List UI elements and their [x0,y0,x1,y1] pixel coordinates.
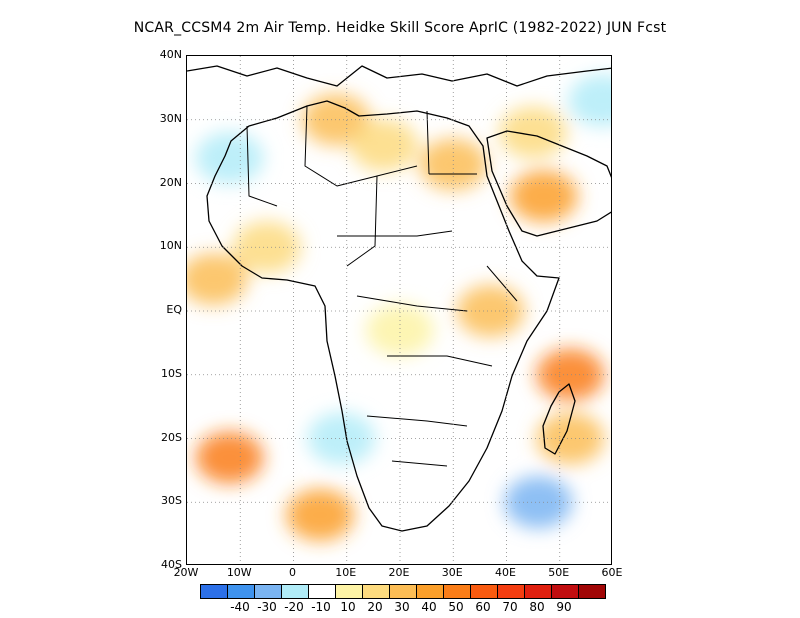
skill-region-11 [536,412,605,465]
latitude-label: 40N [159,48,182,61]
colorbar-label: -30 [257,600,277,614]
grid-layer [187,56,611,564]
colorbar-label: 80 [529,600,545,614]
colorbar-swatch [524,584,552,599]
longitude-label: 40E [495,566,516,579]
longitude-label: 0 [289,566,296,579]
skill-region-6 [232,221,301,274]
madagascar-coastline [542,383,576,455]
colorbar-swatch [362,584,390,599]
longitude-label: 10E [335,566,357,579]
longitude-label: 20W [173,566,199,579]
skill-region-4 [509,170,578,223]
colorbar-label: 70 [502,600,518,614]
colorbar-label: -20 [284,600,304,614]
latitude-label: 20S [161,430,182,444]
colorbar-swatch [497,584,525,599]
africa-coastline [206,100,560,532]
colorbar-swatch [551,584,579,599]
latitude-label: 40S [161,558,182,571]
map-frame [186,55,612,565]
colorbar-label: 20 [367,600,383,614]
latitude-label: 30S [161,494,182,508]
skill-region-9 [195,431,264,484]
latitude-label: 10S [161,366,182,380]
longitude-label: 60E [601,566,623,579]
skill-region-14 [307,412,376,465]
colorbar-label: 10 [340,600,356,614]
latitude-label: 20N [159,175,182,189]
skill-region-0 [302,93,371,146]
skill-region-3 [499,106,568,159]
latitude-label: 30N [159,111,182,125]
country-borders [246,105,518,467]
longitude-label: 50E [548,566,570,579]
colorbar-swatch [227,584,255,599]
latitude-label: EQ [166,303,182,316]
colorbar-label: 30 [394,600,410,614]
colorbar-swatch [308,584,336,599]
europe-coastline [187,65,611,87]
colorbar-label: -40 [230,600,250,614]
colorbar-swatch [416,584,444,599]
skill-region-15 [504,476,573,529]
colorbar-label: 90 [556,600,572,614]
colorbar-swatch [281,584,309,599]
colorbar-swatch [470,584,498,599]
colorbar-label: 40 [421,600,437,614]
arabia-coastline [486,130,611,237]
colorbar-swatch [443,584,471,599]
coastlines-layer [187,65,611,532]
colorbar-label: 60 [475,600,491,614]
skill-region-16 [568,74,611,127]
latitude-label: 10N [159,239,182,253]
skill-region-5 [187,253,248,306]
colorbar-swatch [254,584,282,599]
skill-region-10 [286,489,355,541]
plot-title: NCAR_CCSM4 2m Air Temp. Heidke Skill Sco… [133,20,667,36]
skill-score-map [187,56,611,564]
colorbar-swatch [578,584,606,599]
longitude-label: 30E [441,566,463,579]
colorbar-labels: -40 -30 -20 -10 10 20 30 40 50 60 70 80 90 [200,600,600,614]
skill-field-layer [187,74,611,541]
skill-region-1 [350,119,419,172]
longitude-label: 10W [226,566,252,579]
skill-region-8 [536,348,605,401]
longitude-label: 20E [388,566,410,579]
skill-region-12 [366,304,434,357]
colorbar-swatch [200,584,228,599]
colorbar-label: -10 [311,600,331,614]
colorbar [200,584,606,599]
skill-region-13 [195,132,264,184]
skill-region-7 [456,285,525,337]
colorbar-swatch [389,584,417,599]
colorbar-label: 50 [448,600,464,614]
colorbar-swatch [335,584,363,599]
